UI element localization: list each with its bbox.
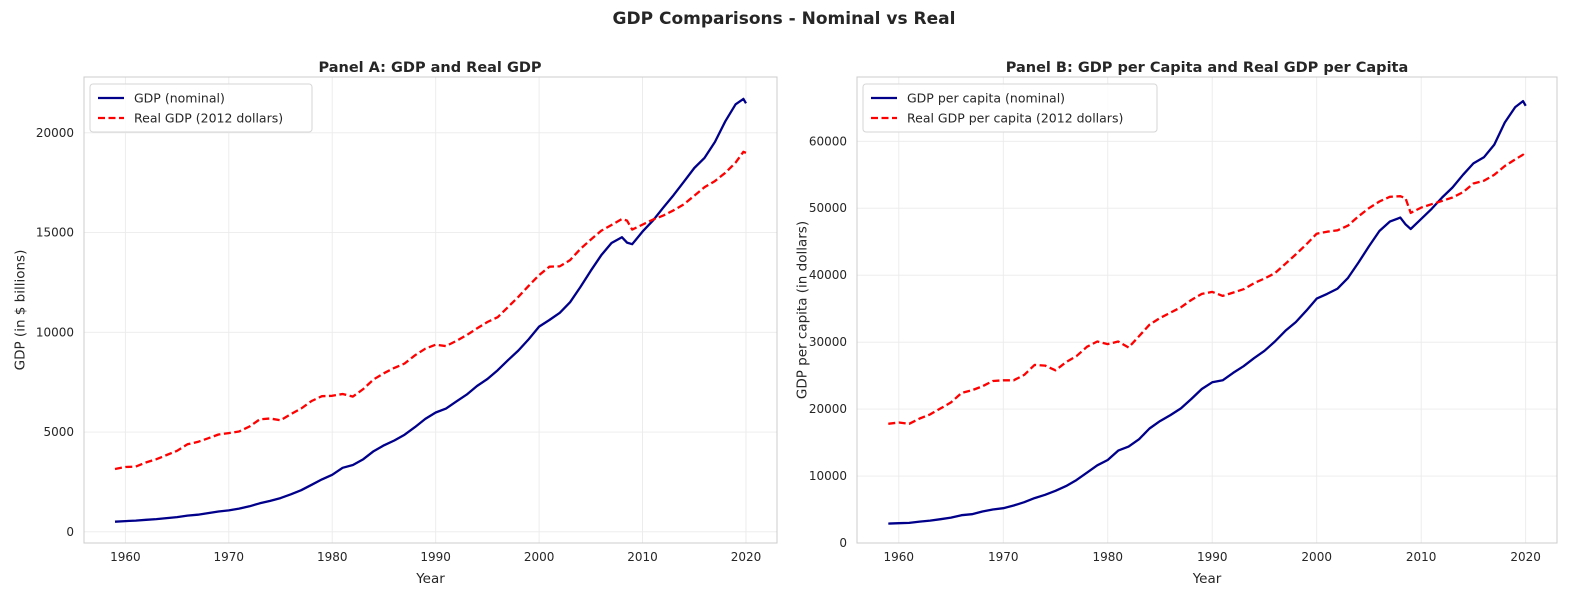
panel-a-legend: GDP (nominal) Real GDP (2012 dollars) <box>89 83 313 133</box>
panel-a-axes-frame <box>83 76 778 544</box>
panel-a: Panel A: GDP and Real GDP 1960 1970 1980 19… <box>13 60 778 587</box>
y-tick-label: 10000 <box>809 469 847 483</box>
y-tick-label: 0 <box>66 525 74 539</box>
legend-label-real: Real GDP (2012 dollars) <box>134 111 283 126</box>
x-tick-label: 1970 <box>988 550 1019 564</box>
x-tick-label: 2010 <box>627 550 658 564</box>
panel-b-x-axis-label: Year <box>1192 571 1222 587</box>
x-tick-label: 1990 <box>420 550 451 564</box>
panel-b-axes-frame <box>856 76 1558 544</box>
legend-label-per-capita-real: Real GDP per capita (2012 dollars) <box>907 111 1123 126</box>
x-tick-label: 2000 <box>524 550 555 564</box>
x-tick-label: 2020 <box>1510 550 1541 564</box>
panel-a-x-axis-label: Year <box>415 571 445 587</box>
y-tick-label: 50000 <box>809 201 847 215</box>
panel-b-y-axis-label: GDP per capita (in dollars) <box>795 221 811 399</box>
x-tick-label: 1960 <box>884 550 915 564</box>
y-tick-label: 0 <box>839 536 847 550</box>
series-line-real <box>114 150 747 471</box>
y-tick-label: 40000 <box>809 268 847 282</box>
x-tick-label: 2020 <box>731 550 762 564</box>
x-tick-label: 2010 <box>1406 550 1437 564</box>
y-tick-label: 5000 <box>43 425 74 439</box>
figure-title: GDP Comparisons - Nominal vs Real <box>613 9 956 29</box>
x-tick-label: 1970 <box>214 550 245 564</box>
y-tick-label: 30000 <box>809 335 847 349</box>
y-tick-label: 15000 <box>36 226 74 240</box>
panel-b-x-ticks: 1960 1970 1980 1990 2000 2010 2020 <box>884 550 1541 564</box>
legend-label-nominal: GDP (nominal) <box>134 91 225 106</box>
y-tick-label: 20000 <box>36 126 74 140</box>
panel-a-y-axis-label: GDP (in $ billions) <box>13 250 29 371</box>
y-tick-label: 20000 <box>809 402 847 416</box>
x-tick-label: 2000 <box>1301 550 1332 564</box>
x-tick-label: 1980 <box>317 550 348 564</box>
panel-b-title: Panel B: GDP per Capita and Real GDP per… <box>1006 60 1409 76</box>
panel-b-legend: GDP per capita (nominal) Real GDP per ca… <box>862 83 1158 133</box>
series-line-real <box>888 153 1527 425</box>
panel-a-x-ticks: 1960 1970 1980 1990 2000 2010 2020 <box>110 550 761 564</box>
panel-b: Panel B: GDP per Capita and Real GDP per… <box>795 60 1558 587</box>
panel-a-legend-box <box>89 83 313 133</box>
y-tick-label: 60000 <box>809 134 847 148</box>
panel-b-series <box>888 99 1527 525</box>
panel-a-y-ticks: 0 5000 10000 15000 20000 <box>36 126 74 539</box>
panel-a-title: Panel A: GDP and Real GDP <box>318 60 541 76</box>
panel-b-gridlines <box>857 77 1557 544</box>
panel-a-series <box>114 97 747 523</box>
x-tick-label: 1960 <box>110 550 141 564</box>
x-tick-label: 1990 <box>1197 550 1228 564</box>
panel-a-gridlines <box>84 77 777 543</box>
panel-b-legend-box <box>862 83 1158 133</box>
panel-b-y-ticks: 0 10000 20000 30000 40000 50000 60000 <box>809 134 847 550</box>
y-tick-label: 10000 <box>36 325 74 339</box>
series-line-nominal <box>888 99 1527 525</box>
series-line-nominal <box>114 97 747 523</box>
legend-label-per-capita-nominal: GDP per capita (nominal) <box>907 91 1065 106</box>
x-tick-label: 1980 <box>1092 550 1123 564</box>
